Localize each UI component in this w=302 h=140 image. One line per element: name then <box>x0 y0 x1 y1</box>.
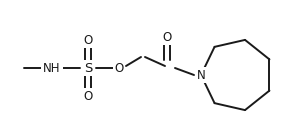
Text: S: S <box>84 61 92 74</box>
Text: O: O <box>114 61 124 74</box>
Text: NH: NH <box>43 61 61 74</box>
Text: O: O <box>83 33 93 46</box>
Text: O: O <box>162 31 172 44</box>
Text: N: N <box>197 68 205 81</box>
Text: O: O <box>83 89 93 102</box>
